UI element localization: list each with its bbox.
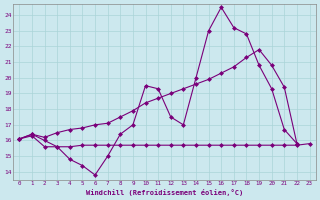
- X-axis label: Windchill (Refroidissement éolien,°C): Windchill (Refroidissement éolien,°C): [86, 189, 243, 196]
